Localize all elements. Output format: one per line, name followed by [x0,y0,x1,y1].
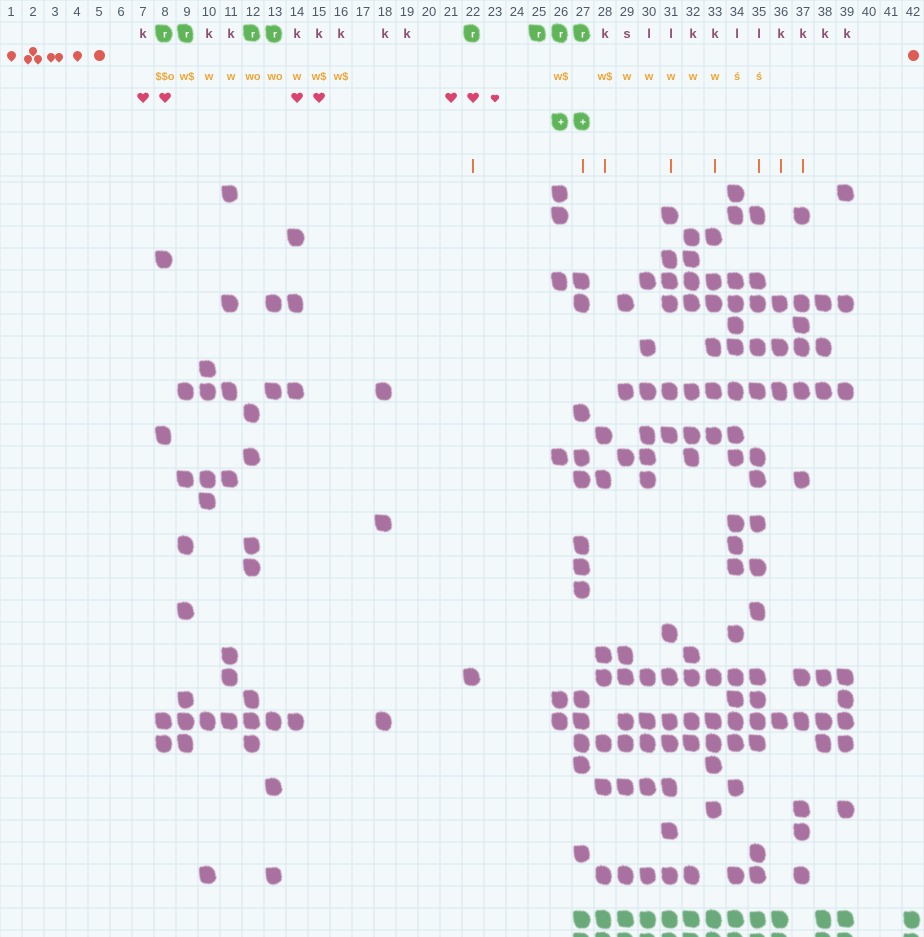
svg-text:r: r [471,29,475,41]
svg-text:+: + [558,117,564,129]
svg-text:r: r [251,29,255,41]
svg-text:r: r [559,29,563,41]
svg-text:+: + [580,117,586,129]
svg-text:r: r [581,29,585,41]
svg-text:r: r [185,29,189,41]
svg-text:r: r [273,29,277,41]
svg-text:r: r [537,29,541,41]
svg-text:r: r [163,29,167,41]
